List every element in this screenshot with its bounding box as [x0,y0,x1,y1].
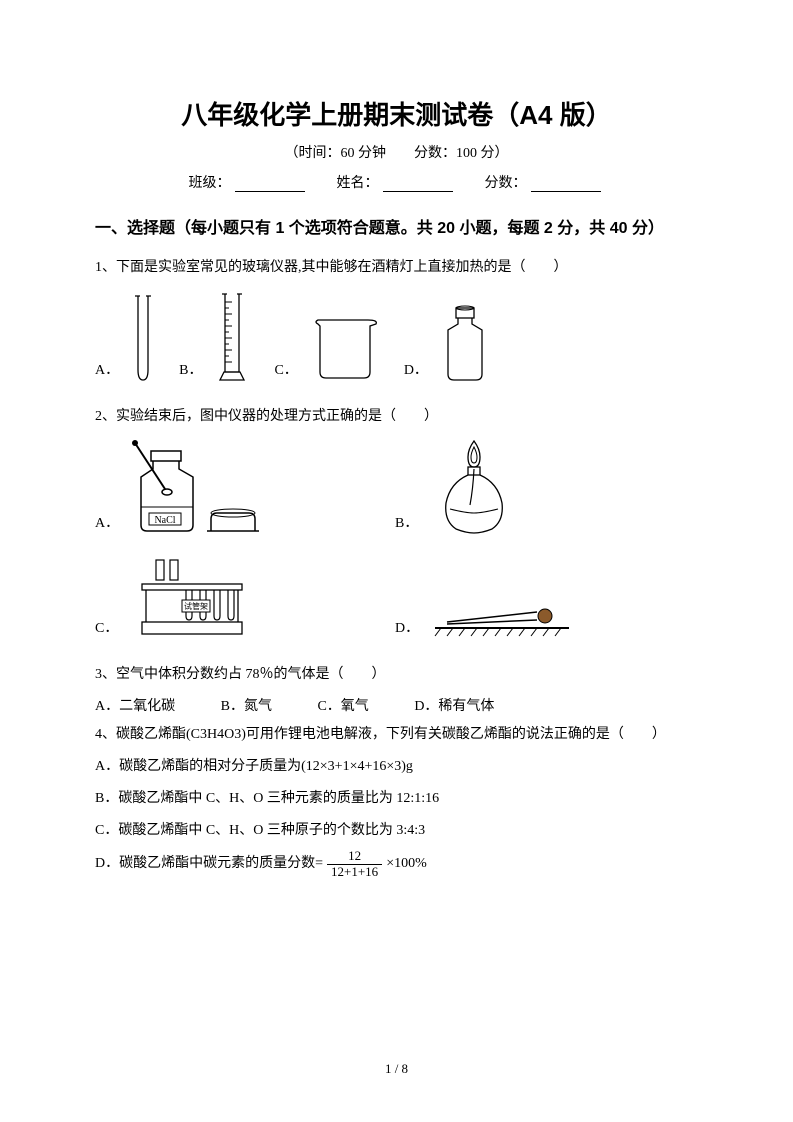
q3-option-c[interactable]: C．氧气 [317,693,368,721]
question-3: 3、空气中体积分数约占 78％的气体是（ ） [95,661,698,689]
q4-option-a[interactable]: A．碳酸乙烯酯的相对分子质量为(12×3+1×4+16×3)g [95,753,698,781]
q1-a-label: A． [95,359,119,389]
q4-option-b[interactable]: B．碳酸乙烯酯中 C、H、O 三种元素的质量比为 12:1:16 [95,785,698,813]
score-blank[interactable] [531,178,601,192]
q4-option-d[interactable]: D．碳酸乙烯酯中碳元素的质量分数= 1212+1+16 ×100% [95,849,698,879]
score-label: 分数： [485,176,527,191]
page-footer: 1 / 8 [0,1061,793,1077]
q1-option-b[interactable]: B． [179,288,254,389]
q1-b-label: B． [179,359,202,389]
beaker-icon [306,312,384,389]
alcohol-lamp-icon [426,439,522,542]
bottle-with-spoon-icon: NaCl [127,439,277,542]
student-info-line: 班级： 姓名： 分数： [95,172,698,192]
graduated-cylinder-icon [210,288,254,389]
fraction-numerator: 12 [327,849,382,864]
fraction: 1212+1+16 [327,849,382,879]
test-tube-icon [127,292,159,389]
question-4: 4、碳酸乙烯酯(C3H4O3)可用作锂电池电解液，下列有关碳酸乙烯酯的说法正确的… [95,721,698,749]
q3-options: A．二氧化碳 B．氮气 C．氧气 D．稀有气体 [95,693,698,721]
q2-c-label: C． [95,617,118,647]
q3-option-d[interactable]: D．稀有气体 [414,693,494,721]
q4-option-c[interactable]: C．碳酸乙烯酯中 C、H、O 三种原子的个数比为 3:4:3 [95,817,698,845]
section-1-header: 一、选择题（每小题只有 1 个选项符合题意。共 20 小题，每题 2 分，共 4… [95,210,698,248]
nacl-label: NaCl [155,515,176,526]
q1-option-a[interactable]: A． [95,292,159,389]
q1-option-d[interactable]: D． [404,302,494,389]
exam-title: 八年级化学上册期末测试卷（A4 版） [95,95,698,132]
question-1: 1、下面是实验室常见的玻璃仪器,其中能够在酒精灯上直接加热的是（ ） [95,254,698,282]
q2-option-d[interactable]: D． [395,598,577,647]
q1-options: A． B． [95,288,698,389]
class-label: 班级： [189,176,231,191]
q2-option-a[interactable]: A． NaCl [95,439,395,542]
q3-option-a[interactable]: A．二氧化碳 [95,693,175,721]
q1-option-c[interactable]: C． [274,312,383,389]
q3-option-b[interactable]: B．氮气 [221,693,272,721]
q4-d-prefix: D．碳酸乙烯酯中碳元素的质量分数= [95,856,323,871]
question-2: 2、实验结束后，图中仪器的处理方式正确的是（ ） [95,403,698,431]
q2-option-b[interactable]: B． [395,439,522,542]
q4-d-suffix: ×100% [386,856,427,871]
q1-c-label: C． [274,359,297,389]
q2-b-label: B． [395,512,418,542]
q2-options: A． NaCl B． [95,439,698,647]
tweezers-on-table-icon [427,598,577,647]
reagent-bottle-icon [436,302,494,389]
q2-d-label: D． [395,617,419,647]
class-blank[interactable] [235,178,305,192]
rack-label: 试管架 [184,601,208,611]
q2-a-label: A． [95,512,119,542]
q2-option-c[interactable]: C． 试管架 [95,556,395,647]
name-blank[interactable] [383,178,453,192]
exam-subtitle: （时间：60 分钟 分数：100 分） [95,142,698,162]
name-label: 姓名： [337,176,379,191]
test-tube-rack-icon: 试管架 [126,556,256,647]
q1-d-label: D． [404,359,428,389]
fraction-denominator: 12+1+16 [327,865,382,879]
